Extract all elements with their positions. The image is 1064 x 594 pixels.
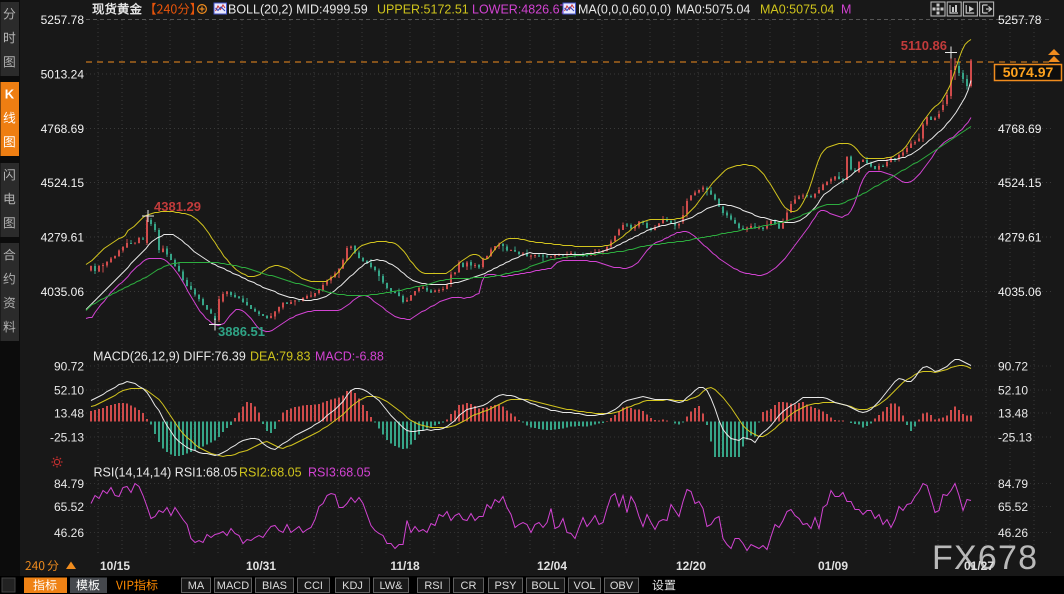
svg-text:CR: CR [461, 580, 477, 592]
svg-text:01/27: 01/27 [964, 559, 994, 573]
svg-text:65.52: 65.52 [54, 500, 84, 514]
svg-text:VOL: VOL [573, 580, 595, 592]
svg-text:13.48: 13.48 [54, 407, 84, 421]
svg-text:OBV: OBV [610, 580, 634, 592]
svg-text:K: K [5, 87, 15, 102]
svg-text:12/04: 12/04 [537, 559, 567, 573]
svg-text:4524.15: 4524.15 [41, 176, 85, 190]
svg-text:M: M [841, 3, 851, 17]
svg-text:MA0:5075.04: MA0:5075.04 [676, 3, 750, 17]
svg-text:MACD:-6.88: MACD:-6.88 [315, 350, 384, 364]
svg-text:DEA:79.83: DEA:79.83 [250, 350, 311, 364]
svg-text:52.10: 52.10 [54, 384, 84, 398]
svg-text:65.52: 65.52 [998, 500, 1028, 514]
svg-text:BOLL(20,2) MID:4999.59: BOLL(20,2) MID:4999.59 [228, 3, 368, 17]
svg-text:11/18: 11/18 [390, 559, 420, 573]
svg-text:-25.13: -25.13 [50, 431, 84, 445]
svg-text:46.26: 46.26 [54, 526, 84, 540]
svg-text:90.72: 90.72 [998, 360, 1028, 374]
svg-text:46.26: 46.26 [998, 526, 1028, 540]
svg-text:MACD(26,12,9) DIFF:76.39: MACD(26,12,9) DIFF:76.39 [93, 350, 246, 364]
svg-text:RSI2:68.05: RSI2:68.05 [239, 466, 302, 480]
svg-text:CCI: CCI [304, 580, 323, 592]
svg-text:PSY: PSY [494, 580, 517, 592]
svg-text:RSI3:68.05: RSI3:68.05 [308, 466, 371, 480]
svg-text:5074.97: 5074.97 [1003, 64, 1054, 80]
svg-text:13.48: 13.48 [998, 407, 1028, 421]
svg-text:10/15: 10/15 [100, 559, 130, 573]
svg-text:5013.24: 5013.24 [41, 67, 85, 81]
svg-text:5257.78: 5257.78 [41, 13, 85, 27]
svg-text:4035.06: 4035.06 [41, 285, 85, 299]
svg-text:01/09: 01/09 [818, 559, 848, 573]
svg-text:52.10: 52.10 [998, 384, 1028, 398]
svg-text:5257.78: 5257.78 [998, 13, 1042, 27]
svg-text:RSI: RSI [424, 580, 442, 592]
svg-text:MA0:5075.04: MA0:5075.04 [760, 3, 834, 17]
svg-text:4768.69: 4768.69 [998, 122, 1042, 136]
svg-text:5110.86: 5110.86 [901, 38, 947, 53]
svg-text:4035.06: 4035.06 [998, 285, 1042, 299]
svg-text:MA(0,0,0,60,0,0): MA(0,0,0,60,0,0) [578, 3, 671, 17]
svg-text:90.72: 90.72 [54, 360, 84, 374]
svg-text:MA: MA [188, 580, 205, 592]
svg-text:-25.13: -25.13 [998, 431, 1032, 445]
svg-text:BOLL: BOLL [531, 580, 559, 592]
svg-text:10/31: 10/31 [246, 559, 276, 573]
svg-text:UPPER:5172.51: UPPER:5172.51 [377, 3, 469, 17]
svg-text:4279.61: 4279.61 [41, 231, 85, 245]
svg-text:LOWER:4826.67: LOWER:4826.67 [472, 3, 567, 17]
svg-text:4524.15: 4524.15 [998, 176, 1042, 190]
svg-text:FX678: FX678 [932, 539, 1038, 577]
svg-text:BIAS: BIAS [262, 580, 287, 592]
svg-text:4279.61: 4279.61 [998, 231, 1042, 245]
svg-text:MACD: MACD [217, 580, 249, 592]
svg-text:4768.69: 4768.69 [41, 122, 85, 136]
svg-text:12/20: 12/20 [676, 559, 706, 573]
svg-text:KDJ: KDJ [342, 580, 363, 592]
svg-text:84.79: 84.79 [998, 477, 1028, 491]
svg-text:84.79: 84.79 [54, 477, 84, 491]
svg-text:3886.51: 3886.51 [218, 324, 265, 339]
svg-text:LW&: LW& [379, 580, 403, 592]
svg-text:RSI(14,14,14) RSI1:68.05: RSI(14,14,14) RSI1:68.05 [94, 466, 238, 480]
svg-text:4381.29: 4381.29 [154, 199, 201, 214]
